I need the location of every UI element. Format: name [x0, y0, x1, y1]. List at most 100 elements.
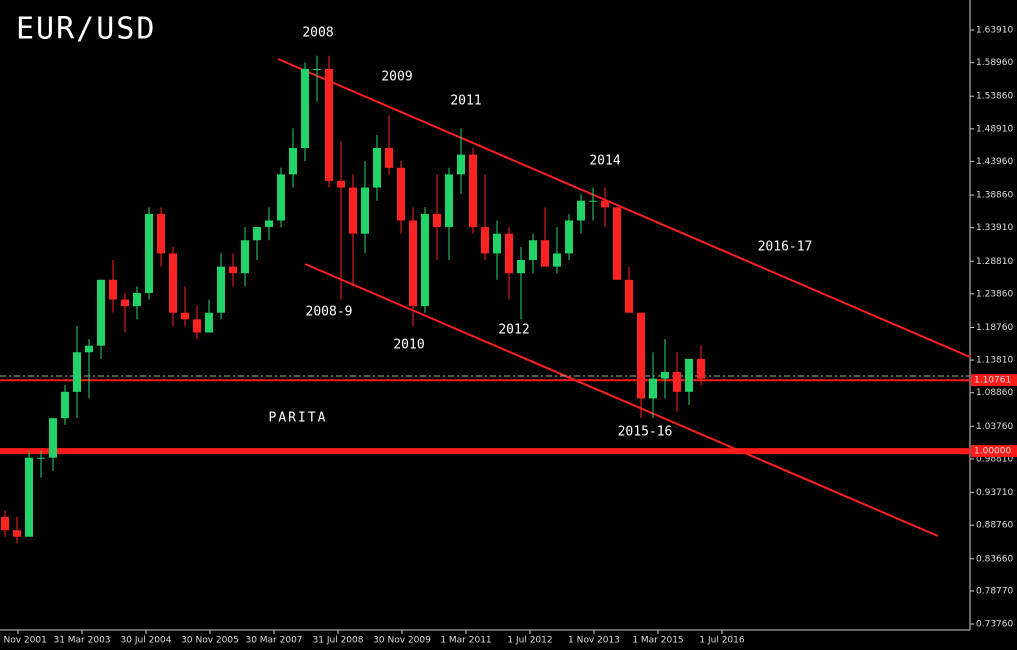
- candle-body: [169, 253, 177, 313]
- candle-body: [325, 68, 333, 181]
- candle-body: [505, 233, 513, 274]
- candle-body: [541, 240, 549, 267]
- candle-body: [97, 279, 105, 346]
- x-tick-label: 1 Jul 2012: [507, 636, 552, 646]
- candle-body: [457, 154, 465, 175]
- candle-body: [13, 530, 21, 537]
- level-label: 1.10761: [974, 376, 1011, 386]
- candle-body: [445, 174, 453, 228]
- y-tick-label: 0.98810: [976, 454, 1013, 464]
- candle-body: [133, 292, 141, 307]
- level-tag: [971, 374, 1017, 387]
- candle-body: [661, 372, 669, 379]
- x-tick-label: 30 Nov 2005: [181, 636, 239, 646]
- y-tick-label: 1.13810: [976, 356, 1013, 366]
- annotation: 2008: [302, 26, 333, 41]
- candle-body: [481, 227, 489, 254]
- annotation: 2009: [381, 70, 412, 85]
- y-tick-label: 0.83660: [976, 554, 1013, 564]
- candle-body: [433, 213, 441, 228]
- candle-body: [289, 148, 297, 175]
- y-tick-label: 1.28810: [976, 257, 1013, 267]
- candle-body: [517, 260, 525, 274]
- candle-body: [73, 352, 81, 392]
- y-tick-label: 1.18760: [976, 323, 1013, 333]
- y-tick-label: 1.23860: [976, 289, 1013, 299]
- x-tick-label: 30 Jul 2004: [121, 636, 172, 646]
- annotation: 2010: [393, 338, 424, 353]
- annotation: PARITA: [269, 411, 328, 426]
- candle-body: [469, 154, 477, 228]
- annotation: 2016-17: [758, 240, 813, 255]
- candle-body: [25, 457, 33, 537]
- candle-body: [205, 312, 213, 333]
- y-tick-label: 1.58960: [976, 58, 1013, 68]
- x-tick-label: 1 Mar 2011: [440, 636, 491, 646]
- x-tick-label: 30 Nov 2001: [0, 636, 47, 646]
- x-tick-label: 31 Mar 2003: [53, 636, 110, 646]
- y-tick-label: 1.38860: [976, 191, 1013, 201]
- candle-body: [565, 220, 573, 254]
- y-tick-label: 0.93710: [976, 488, 1013, 498]
- x-tick-label: 1 Jul 2016: [699, 636, 744, 646]
- candle-body: [145, 213, 153, 293]
- candle-body: [253, 227, 261, 241]
- level-label: 1.00000: [974, 447, 1011, 457]
- candle-body: [673, 372, 681, 392]
- y-tick-label: 1.03760: [976, 422, 1013, 432]
- candle-body: [613, 207, 621, 280]
- x-tick-label: 1 Nov 2013: [568, 636, 620, 646]
- candle-body: [37, 457, 45, 459]
- candle-body: [313, 68, 321, 70]
- y-tick-label: 1.48910: [976, 124, 1013, 134]
- candle-body: [493, 233, 501, 254]
- candle-body: [85, 345, 93, 353]
- candle-body: [49, 418, 57, 458]
- candle-body: [181, 312, 189, 320]
- candle-body: [577, 200, 585, 221]
- upper-trendline: [277, 58, 971, 358]
- candle-body: [1, 516, 9, 531]
- candle-body: [61, 391, 69, 419]
- x-tick-label: 30 Mar 2007: [245, 636, 302, 646]
- candle-body: [109, 279, 117, 300]
- candle-body: [157, 213, 165, 254]
- candle-body: [649, 378, 657, 399]
- annotation: 2012: [498, 323, 529, 338]
- candle-body: [373, 148, 381, 188]
- candle-body: [217, 266, 225, 313]
- candle-body: [637, 312, 645, 399]
- candle-body: [601, 200, 609, 208]
- x-tick-label: 1 Mar 2015: [632, 636, 683, 646]
- candle-body: [241, 240, 249, 274]
- y-tick-label: 1.43960: [976, 157, 1013, 167]
- candle-body: [277, 174, 285, 221]
- candle-body: [685, 358, 693, 392]
- candle-body: [349, 187, 357, 234]
- candle-body: [625, 279, 633, 313]
- candle-body: [265, 220, 273, 228]
- candle-body: [193, 319, 201, 333]
- x-tick-label: 30 Nov 2009: [373, 636, 431, 646]
- chart-title: EUR/USD: [16, 12, 156, 47]
- y-tick-label: 0.88760: [976, 521, 1013, 531]
- plot: [0, 55, 970, 544]
- annotation: 2011: [450, 94, 481, 109]
- y-tick-label: 1.63910: [976, 26, 1013, 36]
- candle-body: [301, 68, 309, 149]
- y-tick-label: 1.33910: [976, 223, 1013, 233]
- annotation: 2015-16: [618, 425, 673, 440]
- y-tick-label: 0.78770: [976, 586, 1013, 596]
- candle-body: [697, 358, 705, 379]
- lower-trendline: [304, 263, 939, 537]
- candle-body: [397, 167, 405, 221]
- level-tag: [971, 445, 1017, 458]
- annotation: 2008-9: [306, 305, 353, 320]
- y-tick-label: 0.73760: [976, 620, 1013, 630]
- y-tick-label: 1.08860: [976, 388, 1013, 398]
- annotation: 2014: [589, 154, 620, 169]
- y-tick-label: 1.53860: [976, 92, 1013, 102]
- candle-body: [385, 148, 393, 168]
- candle-body: [337, 180, 345, 188]
